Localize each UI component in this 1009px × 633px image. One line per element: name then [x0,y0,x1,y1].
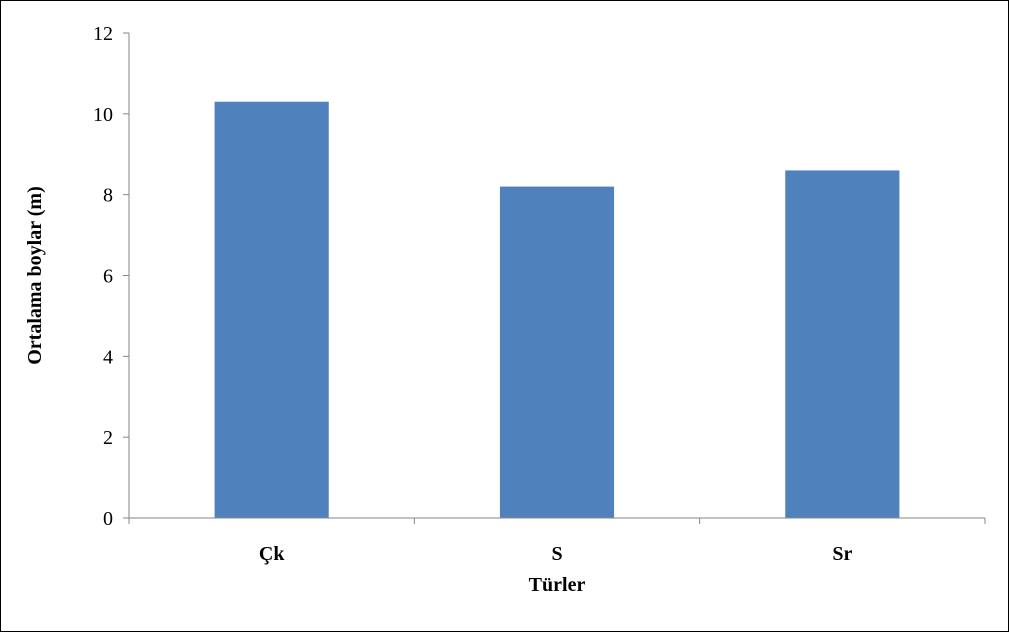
bar-1 [214,101,329,518]
y-tick-label: 2 [103,427,113,449]
x-axis-ticks: Çk S Sr [128,518,986,565]
x-category-label: Sr [832,543,852,565]
y-tick-label: 0 [103,508,113,530]
y-tick-label: 4 [103,346,113,368]
y-tick-label: 6 [103,266,113,288]
y-axis-ticks: 0 2 4 6 8 10 12 [93,23,129,530]
y-axis-title: Ortalama boylar (m) [24,186,46,365]
bars [214,101,900,519]
x-category-label: Çk [259,543,285,565]
y-tick-label: 8 [103,185,113,207]
y-tick-label: 10 [93,104,113,126]
x-axis-title: Türler [529,574,586,596]
bar-2 [499,186,615,519]
bar-3 [785,170,900,518]
y-tick-label: 12 [93,23,113,45]
x-category-label: S [551,543,562,565]
